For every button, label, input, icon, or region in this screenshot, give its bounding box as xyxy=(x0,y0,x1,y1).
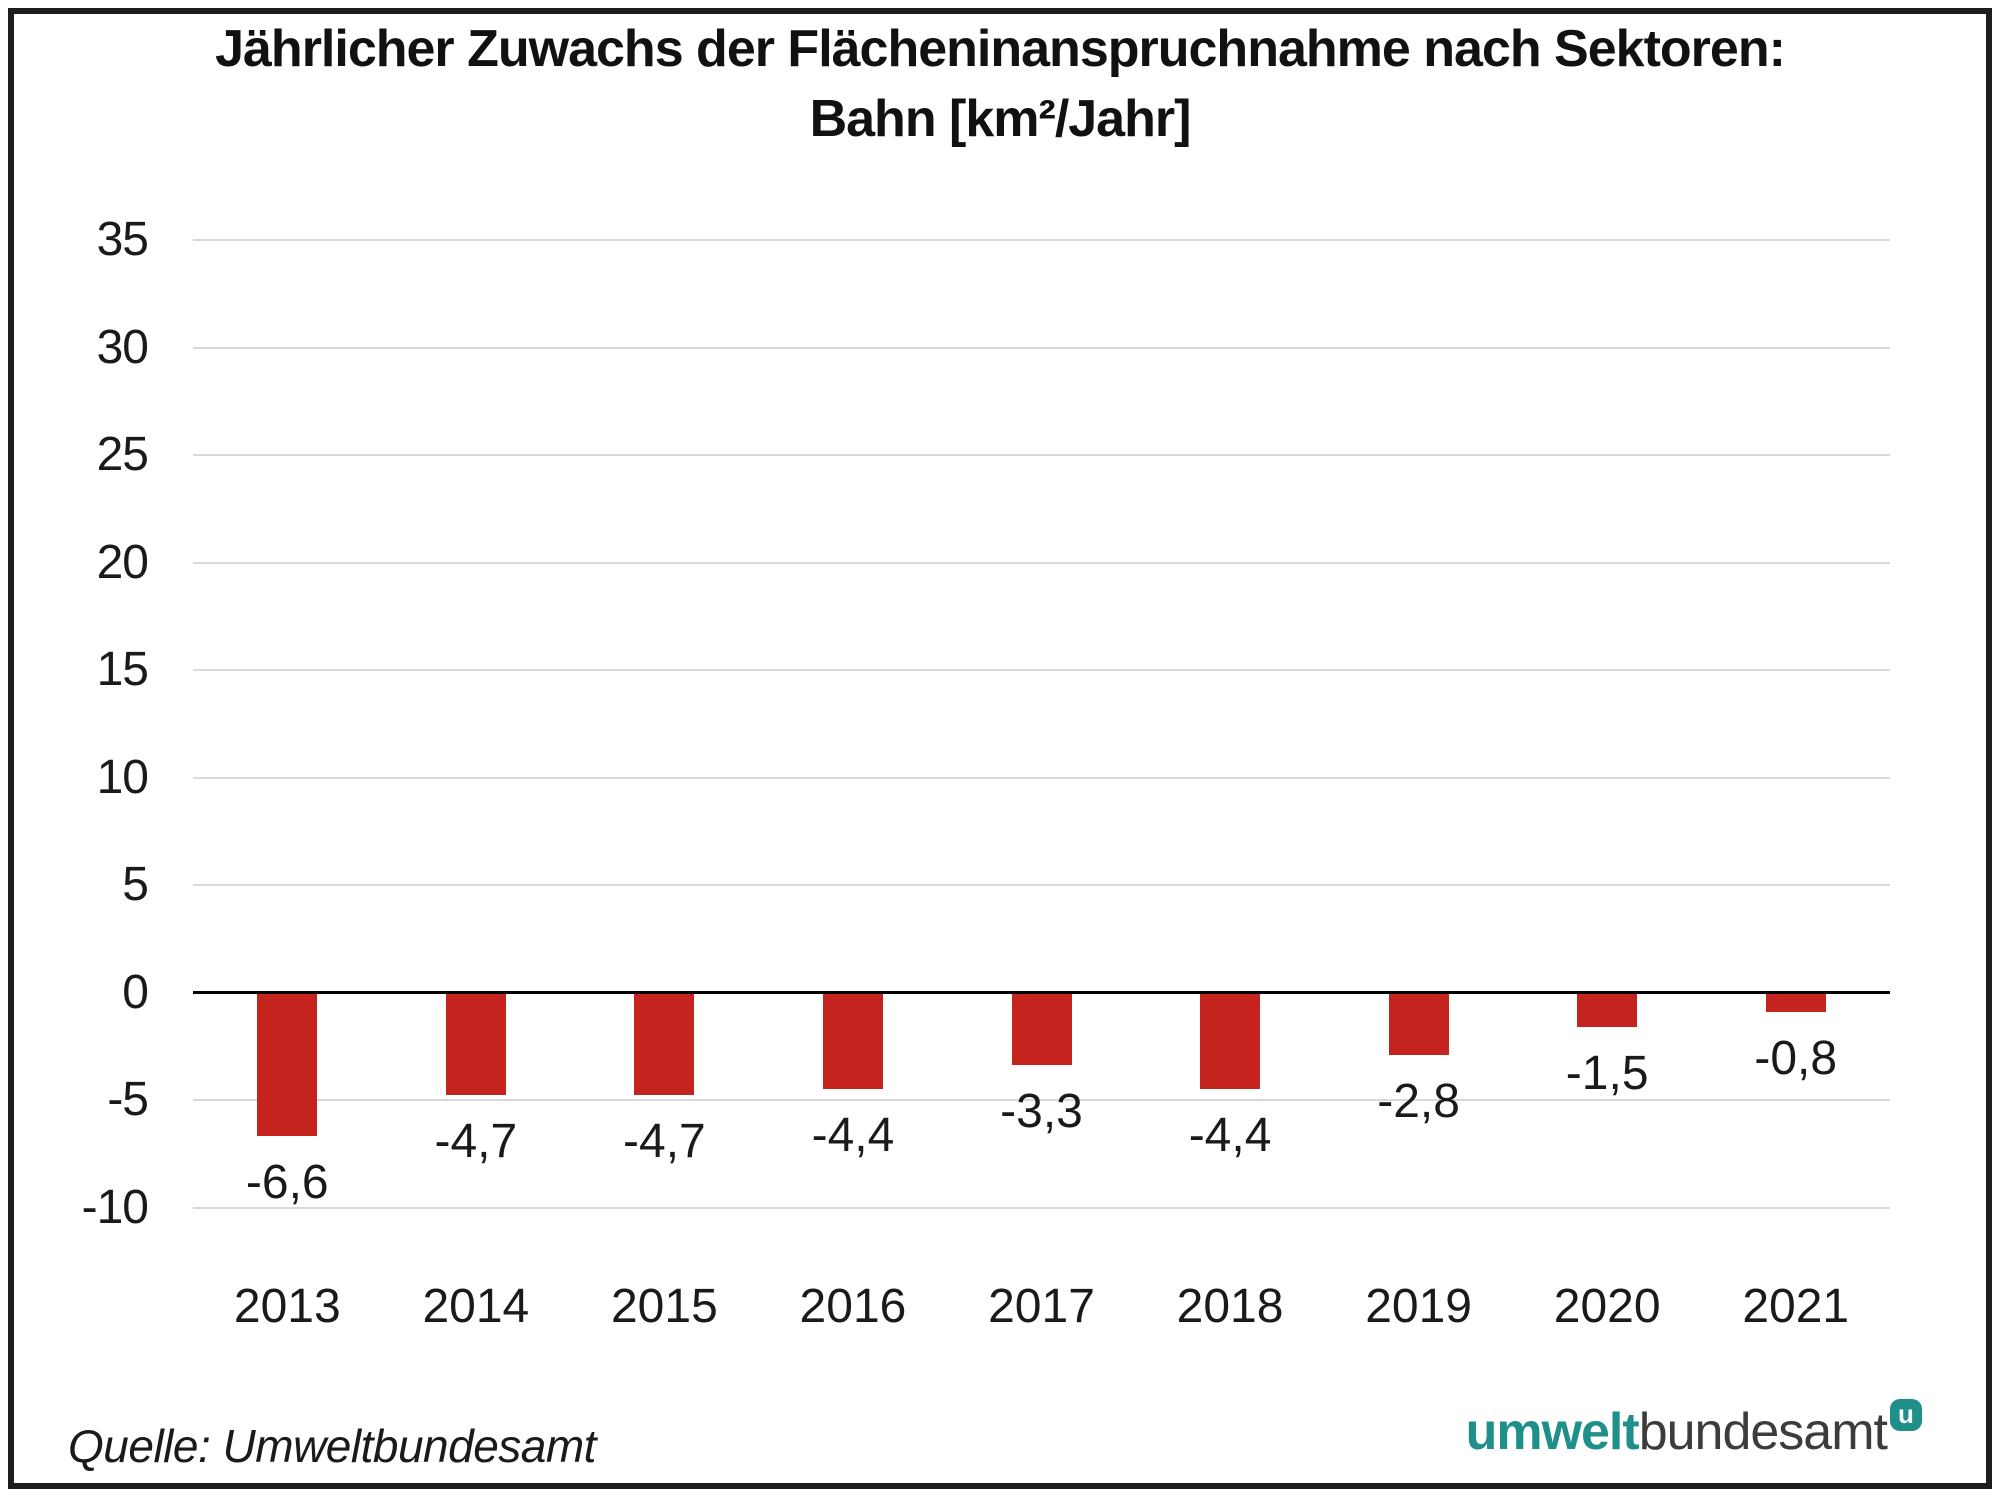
bar-value-label: -6,6 xyxy=(245,1156,329,1210)
bar-2015 xyxy=(634,994,695,1096)
gridline xyxy=(193,1099,1890,1102)
y-tick-label: 20 xyxy=(96,535,149,589)
y-tick-label: 15 xyxy=(96,643,149,697)
y-tick-label: 30 xyxy=(96,320,149,374)
logo-text-umwelt: umwelt xyxy=(1465,1403,1640,1461)
gridline xyxy=(193,454,1890,457)
gridline xyxy=(193,561,1890,564)
x-tick-label: 2014 xyxy=(422,1280,530,1333)
bar-2016 xyxy=(822,994,883,1090)
umweltbundesamt-logo: umweltbundesamt u xyxy=(1465,1399,1922,1461)
y-tick-label: -5 xyxy=(107,1073,149,1127)
chart-title-line1: Jährlicher Zuwachs der Flächeninanspruch… xyxy=(215,20,1786,78)
bar-value-label: -4,7 xyxy=(623,1115,706,1169)
gridline xyxy=(193,1207,1890,1209)
bar-value-label: -4,7 xyxy=(434,1115,518,1169)
bar-2019 xyxy=(1388,994,1449,1055)
bar-2017 xyxy=(1011,994,1072,1066)
bar-value-label: -4,4 xyxy=(1188,1109,1272,1163)
x-tick-label: 2021 xyxy=(1742,1280,1850,1333)
chart-title: Jährlicher Zuwachs der Flächeninanspruch… xyxy=(0,14,2000,154)
y-tick-label: 0 xyxy=(122,965,149,1019)
gridline xyxy=(193,776,1890,779)
x-tick-label: 2016 xyxy=(799,1280,907,1333)
bar-2014 xyxy=(445,994,506,1096)
logo-u-badge-icon: u xyxy=(1890,1399,1922,1431)
bar-value-label: -2,8 xyxy=(1377,1074,1460,1128)
gridline xyxy=(193,669,1890,672)
gridline xyxy=(193,239,1890,241)
y-tick-label: 5 xyxy=(122,858,149,912)
bar-value-label: -0,8 xyxy=(1754,1031,1838,1085)
x-tick-label: 2018 xyxy=(1176,1280,1284,1333)
x-tick-label: 2017 xyxy=(988,1280,1095,1333)
gridline xyxy=(193,884,1890,887)
logo-text-bundesamt: bundesamt xyxy=(1638,1403,1888,1461)
bar-2018 xyxy=(1200,994,1261,1090)
bar-value-label: -3,3 xyxy=(1000,1085,1083,1139)
bar-value-label: -4,4 xyxy=(811,1109,895,1163)
chart-title-line2: Bahn [km²/Jahr] xyxy=(809,90,1192,148)
y-tick-label: -10 xyxy=(81,1181,149,1234)
bar-2021 xyxy=(1765,994,1826,1012)
source-caption: Quelle: Umweltbundesamt xyxy=(68,1420,596,1472)
x-tick-label: 2015 xyxy=(610,1280,718,1333)
gridline xyxy=(193,346,1890,349)
y-tick-label: 10 xyxy=(96,750,149,804)
bar-value-label: -1,5 xyxy=(1565,1046,1649,1100)
x-axis-line xyxy=(193,991,1890,995)
y-tick-label: 35 xyxy=(96,213,149,266)
x-tick-label: 2019 xyxy=(1365,1280,1472,1333)
bar-2020 xyxy=(1577,994,1638,1027)
bar-2013 xyxy=(257,994,318,1137)
x-tick-label: 2013 xyxy=(233,1280,341,1333)
y-tick-label: 25 xyxy=(96,428,149,482)
x-tick-label: 2020 xyxy=(1553,1280,1661,1333)
